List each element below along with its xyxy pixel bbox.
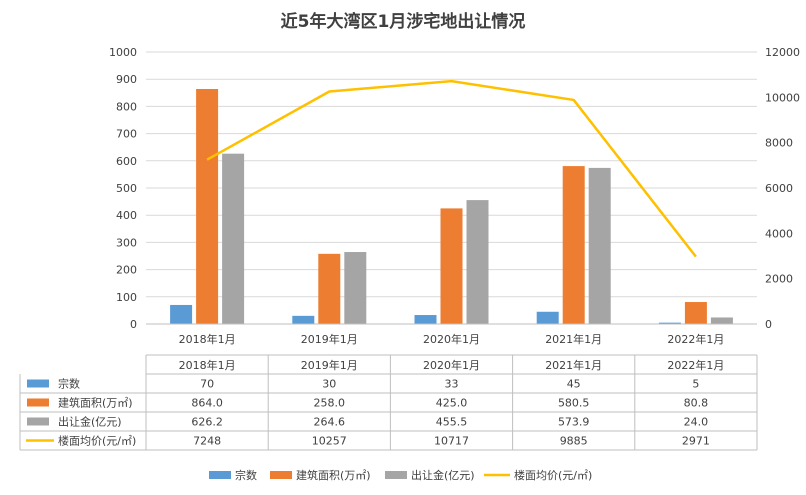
y-right-tick-label: 0 [765,318,772,331]
y-left-tick-label: 800 [116,100,137,113]
data-label: 455.5 [436,416,468,429]
bar [466,200,489,324]
data-label: 580.5 [558,397,590,410]
x-tick-label: 2019年1月 [301,332,358,346]
x-tick-label: 2022年1月 [667,332,724,346]
legend-label: 出让金(亿元) [411,468,475,482]
table-legend-key [27,398,49,407]
bar [588,167,611,324]
y-left-tick-label: 700 [116,128,137,141]
bar [440,208,463,324]
y-left-tick-label: 400 [116,209,137,222]
bar [414,315,437,324]
bar [562,166,585,324]
legend-key [385,471,407,479]
table-row-label: 宗数 [58,377,80,391]
y-left-tick-label: 900 [116,73,137,86]
data-label: 10257 [312,435,347,448]
data-label: 2971 [682,435,710,448]
x-tick-label: 2021年1月 [545,332,602,346]
data-label: 264.6 [314,416,346,429]
bar [222,153,245,324]
data-label: 30 [322,378,336,391]
data-label: 70 [200,378,214,391]
table-header-cell: 2021年1月 [545,358,602,372]
y-right-tick-label: 12000 [765,46,800,59]
table-header-cell: 2022年1月 [667,358,724,372]
y-right-tick-label: 4000 [765,227,793,240]
data-label: 10717 [434,435,469,448]
y-left-tick-label: 200 [116,264,137,277]
chart-title: 近5年大湾区1月涉宅地出让情况 [281,11,526,32]
x-tick-label: 2020年1月 [423,332,480,346]
y-left-tick-label: 1000 [109,46,137,59]
data-label: 258.0 [314,397,346,410]
bar [318,253,341,324]
data-label: 24.0 [684,416,709,429]
bars [170,88,733,324]
y-axis-right: 0 2000 4000 6000 8000 10000 12000 [765,46,800,331]
data-label: 9885 [560,435,588,448]
table-row-label: 出让金(亿元) [58,415,122,429]
bar [658,322,681,324]
legend-key [270,471,292,479]
y-right-tick-label: 8000 [765,137,793,150]
data-label: 5 [692,378,699,391]
legend-key [209,471,231,479]
y-left-tick-label: 0 [130,318,137,331]
table-header-cell: 2020年1月 [423,358,480,372]
data-label: 80.8 [684,397,709,410]
bar [536,311,559,324]
line-series [206,79,697,258]
y-right-tick-label: 6000 [765,182,793,195]
data-label: 7248 [193,435,221,448]
data-label: 626.2 [191,416,223,429]
table-header-cell: 2019年1月 [301,358,358,372]
x-axis: 2018年1月 2019年1月 2020年1月 2021年1月 2022年1月 [146,323,757,346]
bar [710,317,733,324]
table-row-label: 建筑面积(万㎡) [58,396,133,410]
bar [196,88,219,324]
legend-label: 建筑面积(万㎡) [296,468,371,482]
y-left-tick-label: 500 [116,182,137,195]
data-label: 45 [567,378,581,391]
table-header-cell: 2018年1月 [179,358,236,372]
y-left-tick-label: 300 [116,236,137,249]
legend-label: 楼面均价(元/㎡) [514,468,592,482]
table-legend-key [27,379,49,388]
table-legend-key [27,417,49,426]
bar [292,315,315,324]
y-right-tick-label: 10000 [765,91,800,104]
y-right-tick-label: 2000 [765,273,793,286]
data-label: 573.9 [558,416,590,429]
data-label: 864.0 [191,397,223,410]
table-row-label: 楼面均价(元/㎡) [58,434,136,448]
bar [344,252,367,324]
legend-label: 宗数 [235,468,257,482]
x-tick-label: 2018年1月 [179,332,236,346]
bar [684,302,707,324]
y-axis-left: 0 100 200 300 400 500 600 700 800 900 1000 [109,46,137,331]
y-left-tick-label: 600 [116,155,137,168]
legend: 宗数 建筑面积(万㎡) 出让金(亿元) 楼面均价(元/㎡) [209,468,592,482]
data-label: 33 [445,378,459,391]
y-left-tick-label: 100 [116,291,137,304]
bar [170,304,193,324]
data-label: 425.0 [436,397,468,410]
series-line [206,79,697,258]
